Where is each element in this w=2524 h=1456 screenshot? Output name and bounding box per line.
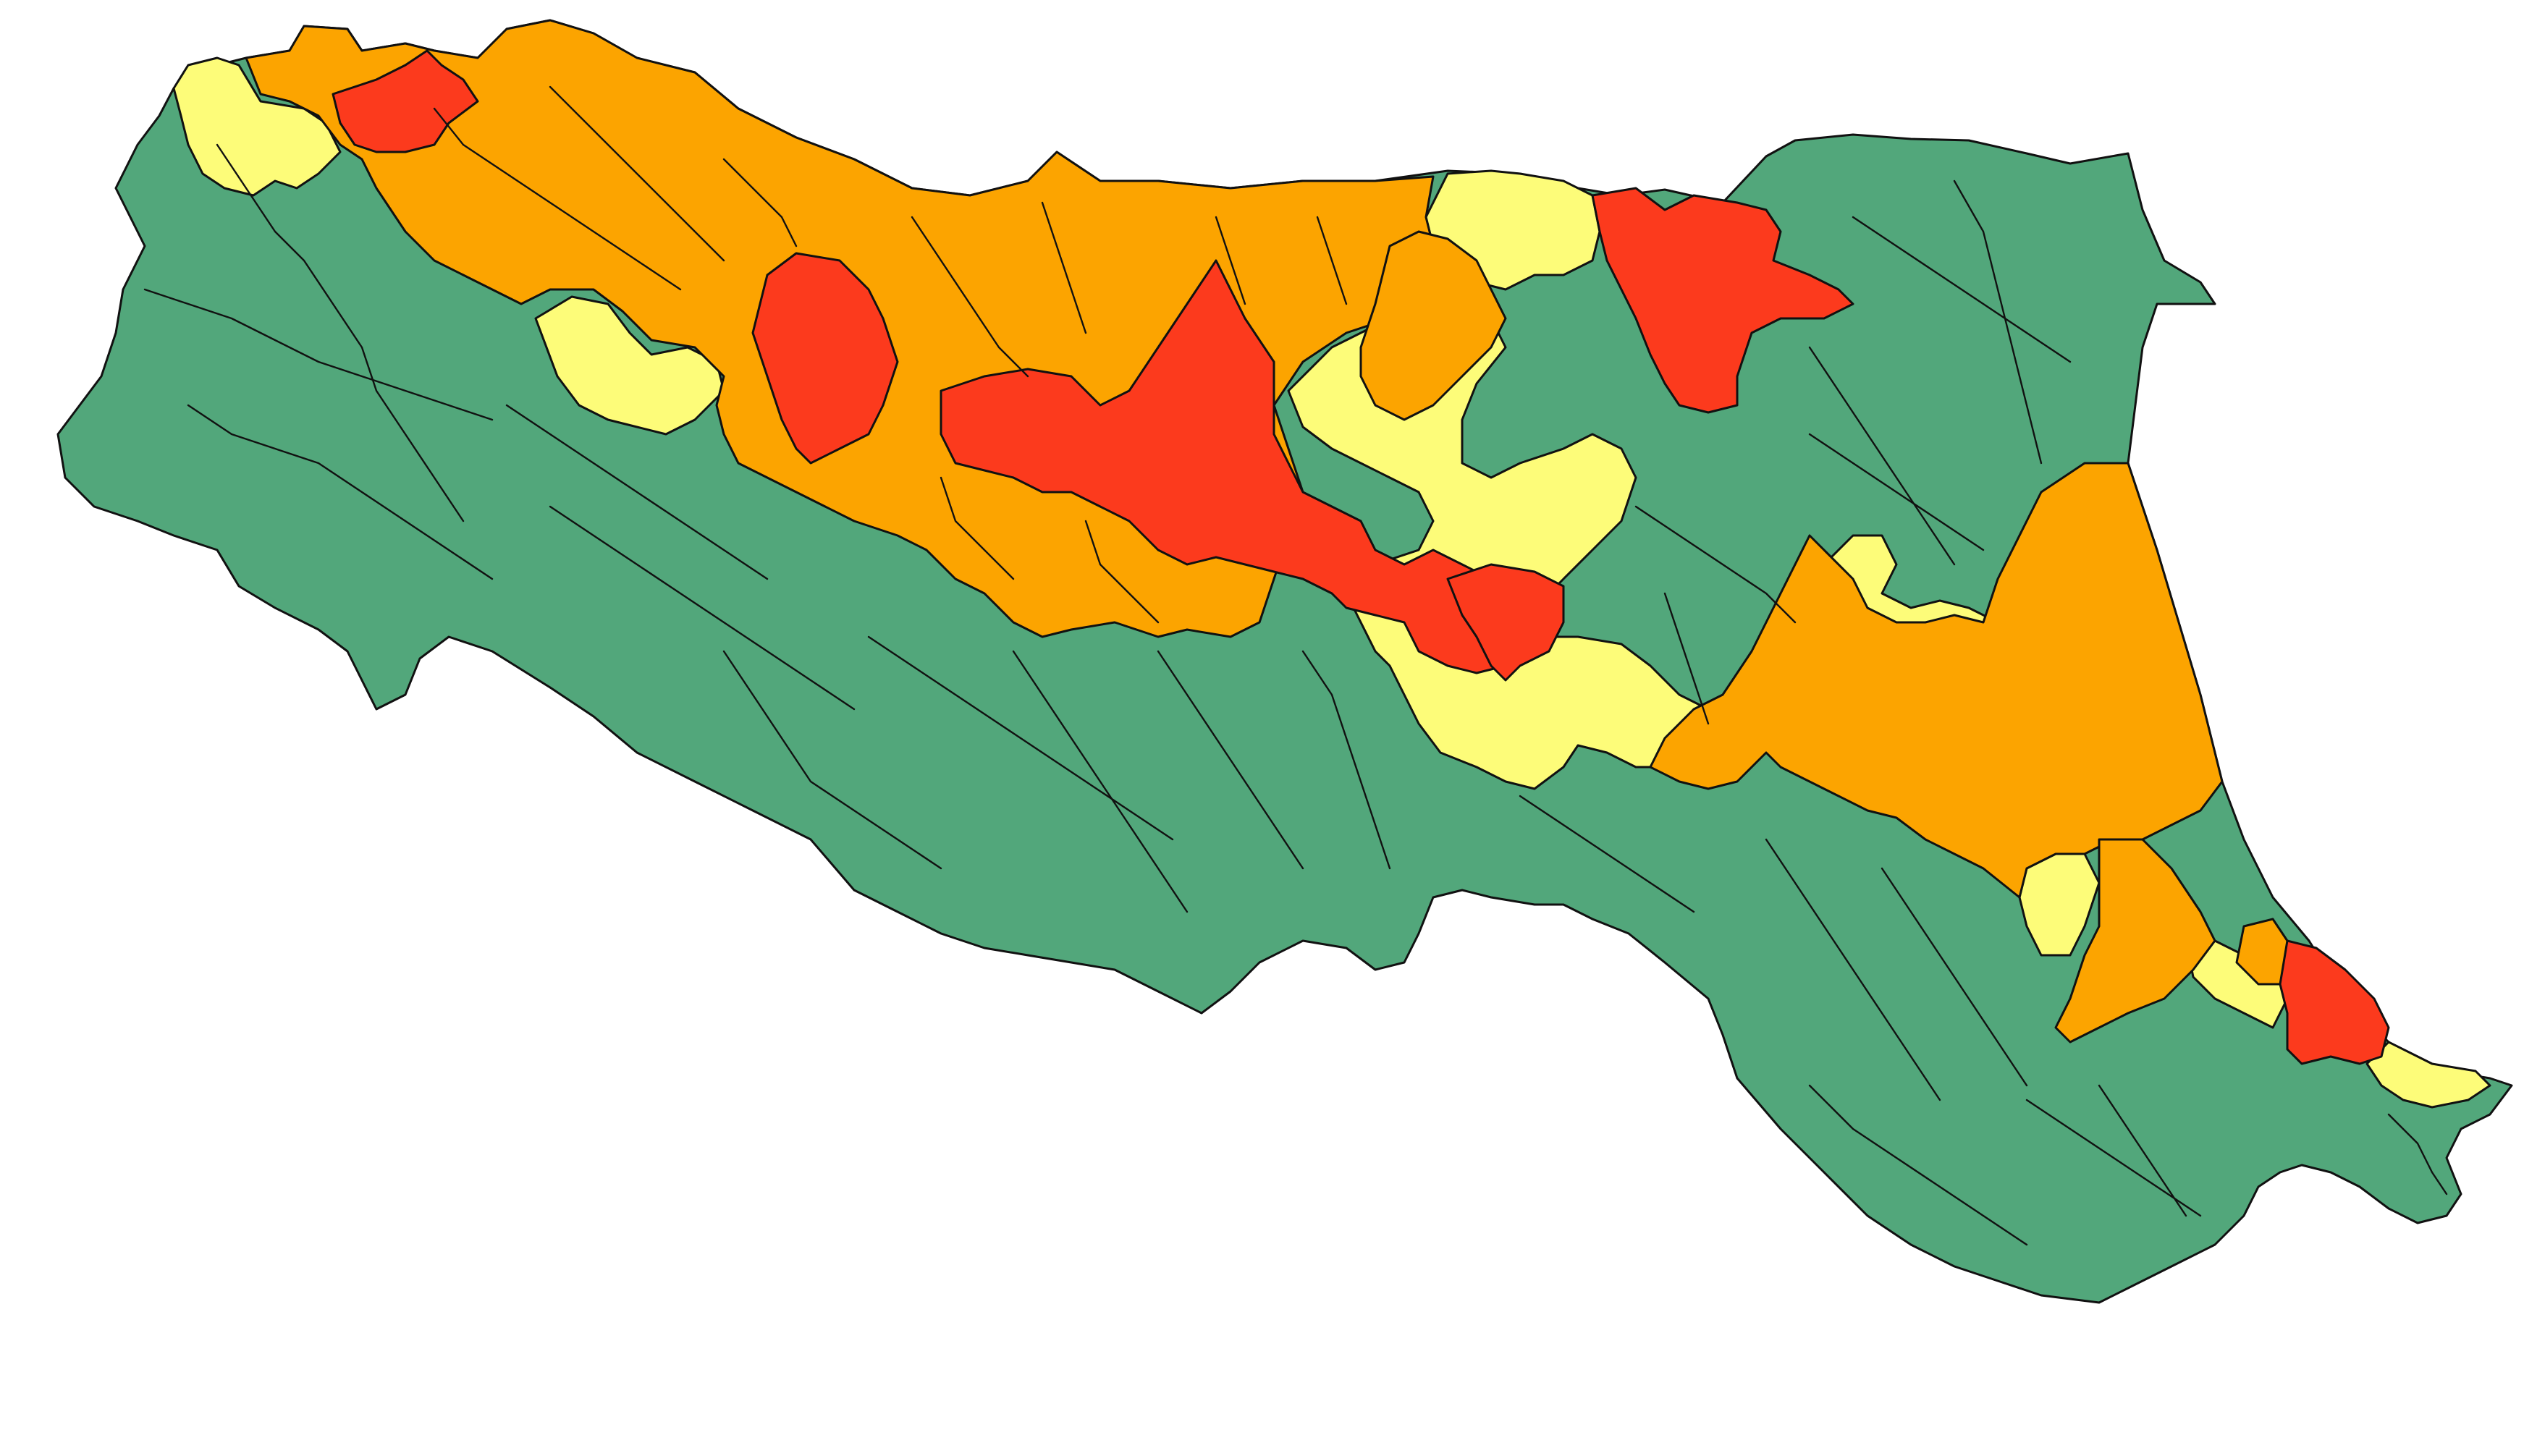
zone-red-west-center	[751, 252, 899, 465]
zone-red-southeast-coast	[2279, 939, 2390, 1065]
zone-red-northeast	[1591, 187, 1854, 414]
zone-red-northwest	[332, 49, 479, 153]
zone-yellow-northwest	[172, 56, 342, 197]
municipal-borders	[143, 85, 2448, 1246]
zone-yellow-coast-tip	[2365, 1041, 2491, 1109]
zone-yellow-coast-south	[2185, 939, 2289, 1029]
zone-red-center-south	[1446, 563, 1565, 682]
zone-orange-northeast-small	[1359, 230, 1507, 421]
zone-orange-east-large	[1649, 462, 2224, 899]
zone-orange-southeast	[2054, 838, 2216, 1044]
